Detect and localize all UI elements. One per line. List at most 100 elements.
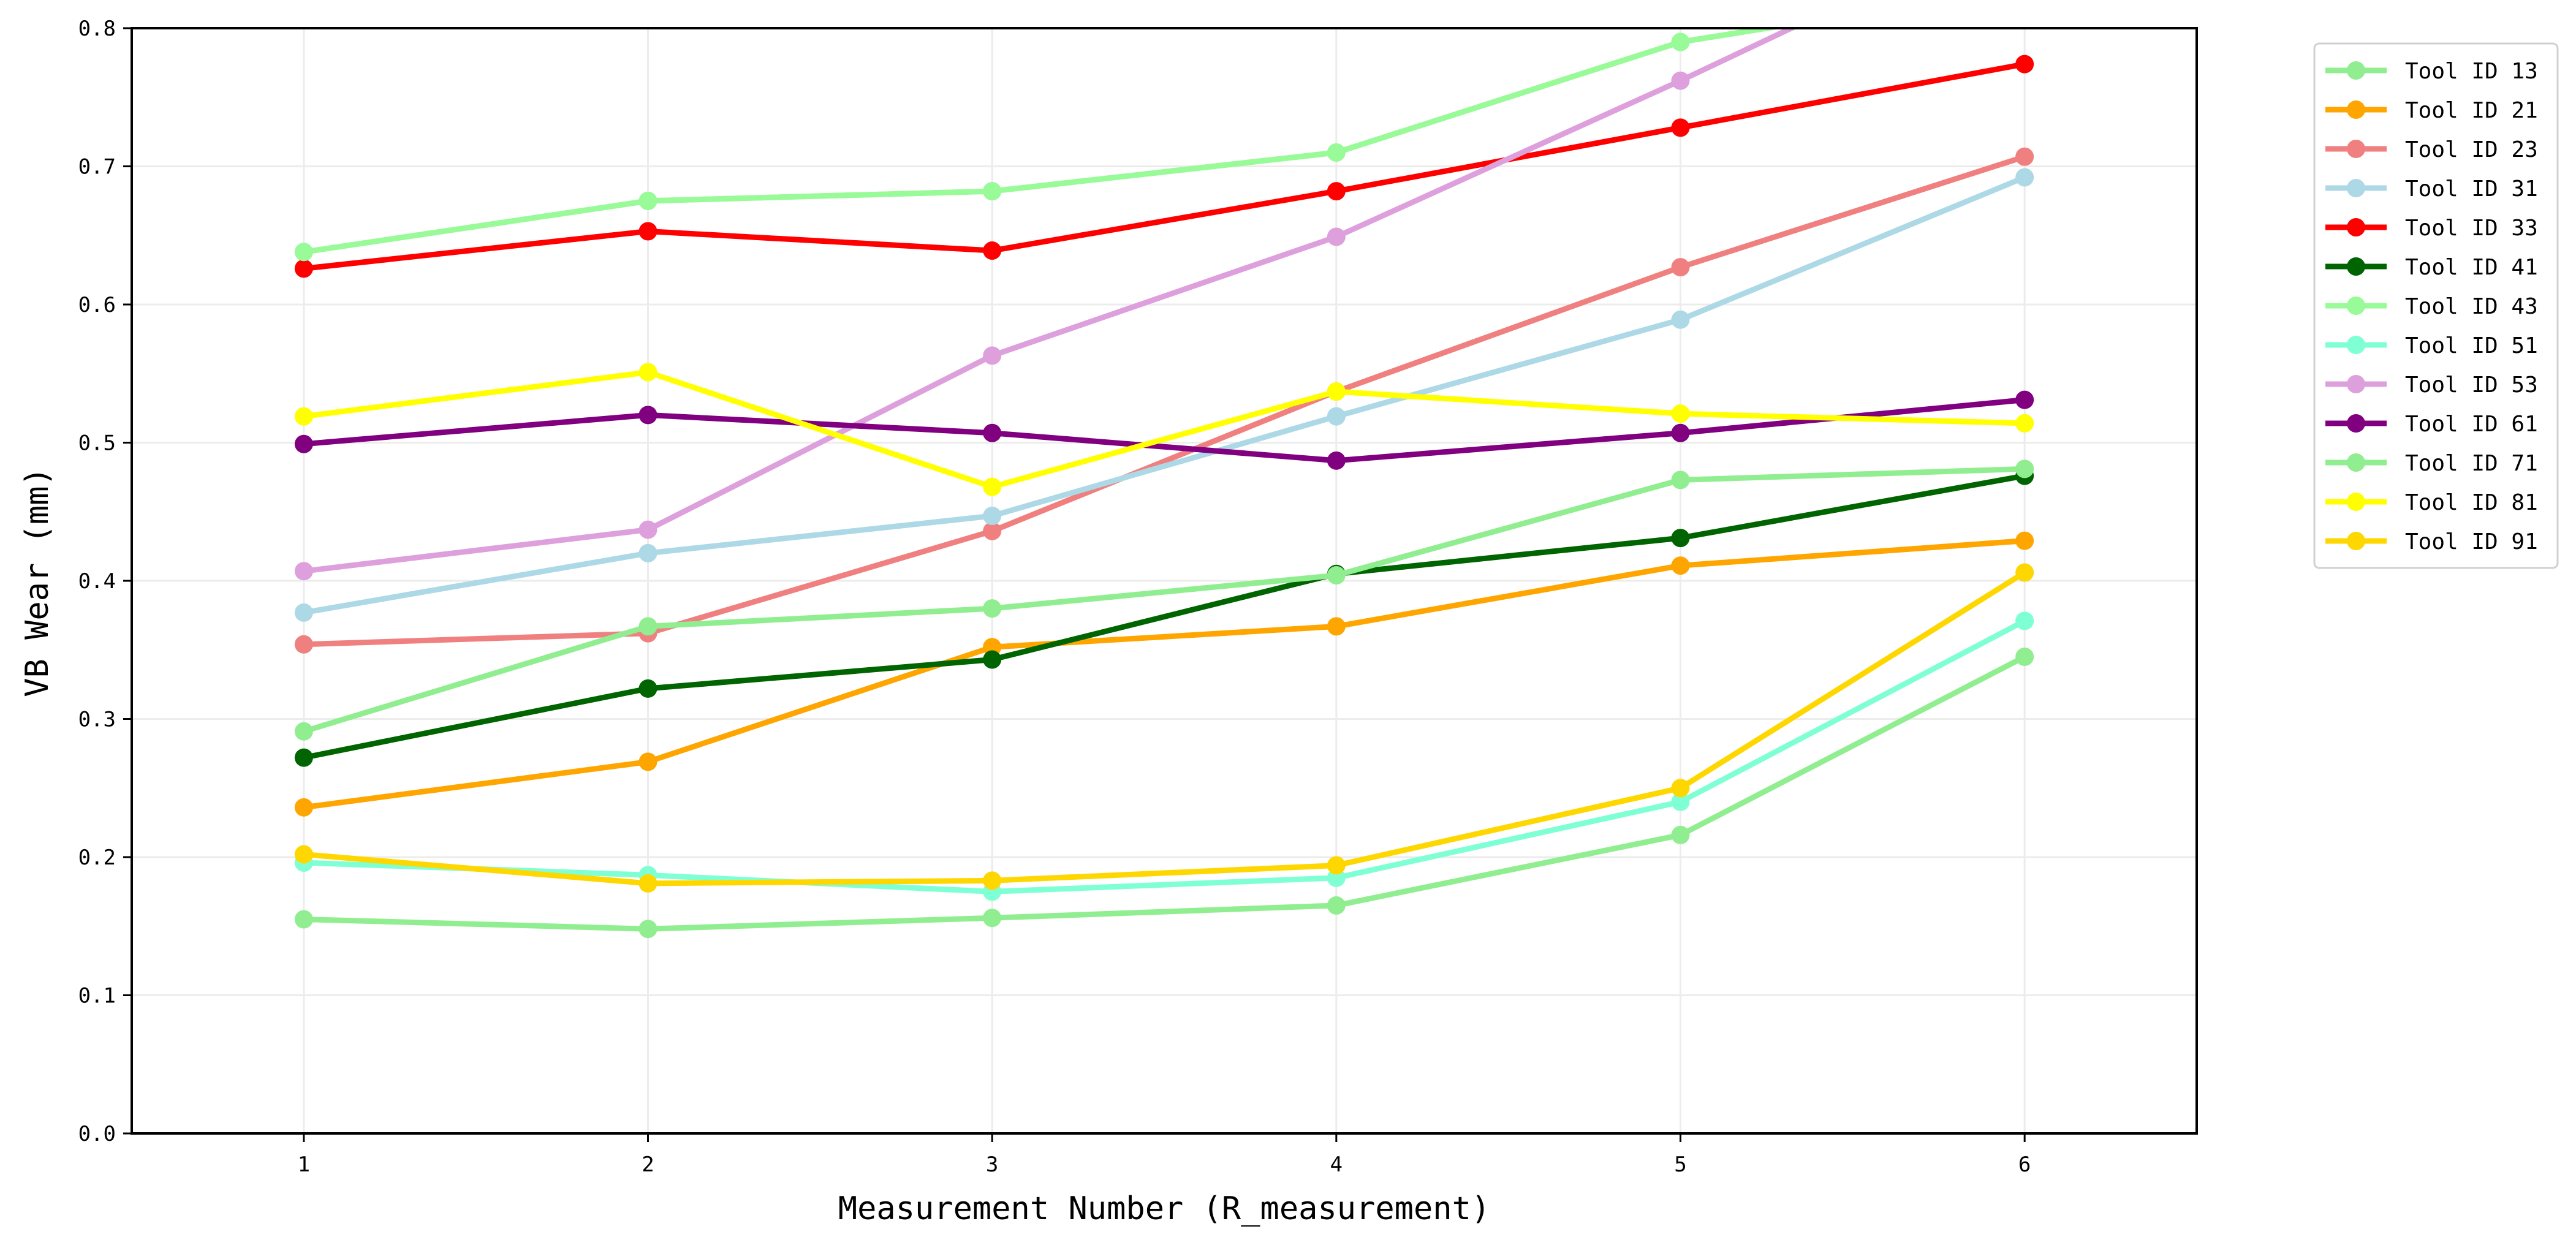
legend-item: Tool ID 53 — [2325, 373, 2538, 398]
series-tool-id-43 — [294, 28, 1784, 262]
data-point — [1671, 423, 1690, 442]
data-point — [638, 920, 657, 939]
data-point — [2015, 390, 2034, 409]
series-tool-id-61 — [294, 390, 2034, 470]
y-tick-label: 0.8 — [78, 17, 116, 41]
data-point — [1327, 617, 1346, 636]
data-point — [2015, 414, 2034, 433]
data-point — [294, 722, 313, 741]
legend-label: Tool ID 33 — [2405, 216, 2538, 241]
data-point — [638, 679, 657, 698]
legend-item: Tool ID 81 — [2325, 490, 2538, 515]
series-unnamed — [294, 648, 2034, 939]
legend-swatch-marker — [2347, 61, 2365, 80]
data-point — [294, 845, 313, 864]
data-point — [983, 507, 1002, 526]
legend-label: Tool ID 41 — [2405, 255, 2538, 280]
data-point — [1327, 451, 1346, 470]
data-point — [638, 543, 657, 562]
legend: Tool ID 13 Tool ID 21 Tool ID 23 Tool ID 31… — [2313, 42, 2559, 569]
data-point — [638, 520, 657, 539]
series-tool-id-31 — [294, 168, 2034, 622]
series-line — [301, 473, 2028, 761]
data-point — [294, 243, 313, 262]
legend-swatch-marker — [2347, 493, 2365, 511]
x-axis-title: Measurement Number (R_measurement) — [838, 1190, 1490, 1227]
data-point — [1671, 825, 1690, 844]
series-line — [301, 538, 2028, 811]
series-tool-id-71 — [294, 459, 2034, 741]
y-axis-title: VB Wear (mm) — [19, 467, 56, 697]
series-line — [301, 175, 2028, 616]
data-point — [1327, 182, 1346, 201]
series-line — [301, 618, 2028, 894]
data-point — [1327, 856, 1346, 875]
legend-item: Tool ID 71 — [2325, 451, 2538, 476]
legend-swatch-marker — [2347, 257, 2365, 276]
legend-swatch-marker — [2347, 532, 2365, 550]
legend-label: Tool ID 91 — [2405, 529, 2538, 554]
legend-item: Tool ID 41 — [2325, 255, 2538, 280]
series-line — [301, 397, 2028, 464]
data-point — [2015, 531, 2034, 550]
data-point — [1671, 556, 1690, 575]
data-point — [2015, 168, 2034, 187]
y-tick-label: 0.2 — [78, 845, 116, 870]
tick-layer: 1 2 3 4 5 6 0.0 0.1 0.2 0.3 0.4 0.5 0.6 0.7 0.8 — [78, 17, 2031, 1177]
x-tick-label: 2 — [642, 1152, 654, 1177]
data-point — [638, 363, 657, 382]
data-point — [1327, 382, 1346, 401]
y-tick-label: 0.7 — [78, 155, 116, 180]
legend-swatch-marker — [2347, 100, 2365, 119]
data-point — [2015, 648, 2034, 667]
data-point — [638, 617, 657, 636]
data-point — [1671, 310, 1690, 329]
legend-item: Tool ID 43 — [2325, 294, 2538, 319]
legend-swatch-marker — [2347, 179, 2365, 197]
data-point — [983, 909, 1002, 928]
data-point — [1671, 404, 1690, 423]
legend-item: Tool ID 51 — [2325, 333, 2538, 358]
legend-label: Tool ID 61 — [2405, 412, 2538, 437]
data-point — [2015, 563, 2034, 582]
data-point — [1327, 896, 1346, 915]
y-tick-label: 0.6 — [78, 293, 116, 317]
data-point — [983, 241, 1002, 260]
series-tool-id-91 — [294, 563, 2034, 893]
data-point — [1671, 32, 1690, 51]
x-tick-label: 3 — [986, 1152, 998, 1177]
legend-box — [2313, 42, 2559, 569]
data-point — [1671, 779, 1690, 798]
series-line — [301, 569, 2028, 887]
y-tick-label: 0.3 — [78, 708, 116, 732]
data-point — [983, 346, 1002, 365]
legend-item: Tool ID 13 — [2325, 59, 2538, 84]
legend-label: Tool ID 53 — [2405, 373, 2538, 398]
series-layer — [294, 28, 2034, 939]
data-point — [638, 406, 657, 425]
series-line — [301, 61, 2028, 271]
data-point — [983, 871, 1002, 890]
series-line — [301, 369, 2028, 490]
x-tick-label: 4 — [1330, 1152, 1343, 1177]
series-tool-id-81 — [294, 363, 2034, 496]
data-point — [983, 182, 1002, 201]
data-point — [1671, 258, 1690, 277]
legend-item: Tool ID 91 — [2325, 529, 2538, 554]
data-point — [983, 423, 1002, 442]
legend-swatch-marker — [2347, 140, 2365, 158]
data-point — [1671, 471, 1690, 490]
data-point — [638, 222, 657, 241]
legend-swatch-marker — [2347, 453, 2365, 472]
data-point — [2015, 55, 2034, 74]
data-point — [638, 874, 657, 893]
data-point — [1327, 227, 1346, 246]
data-point — [983, 650, 1002, 669]
series-tool-id-33 — [294, 55, 2034, 278]
data-point — [1671, 71, 1690, 90]
data-point — [638, 191, 657, 210]
data-point — [2015, 147, 2034, 166]
